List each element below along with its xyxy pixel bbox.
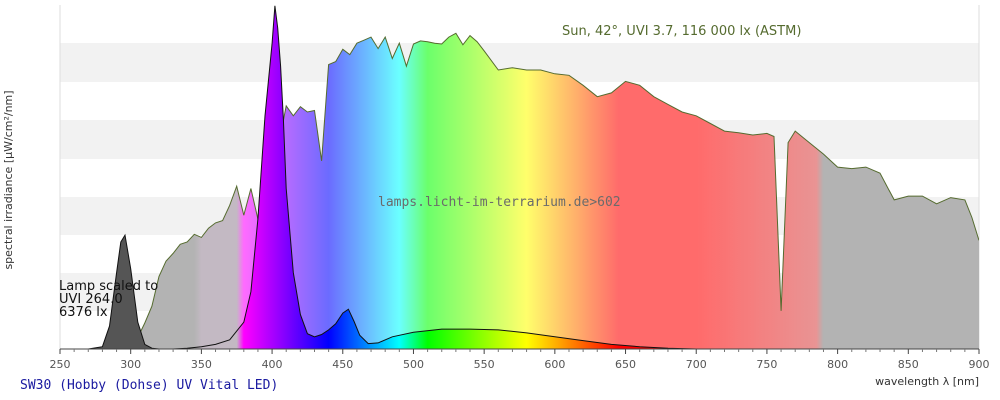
y-axis-label: spectral irradiance [µW/cm²/nm] [2,90,15,269]
lamp-spectrum [88,5,979,349]
lamp-label-line-1: Lamp scaled to [59,279,158,294]
background-band [60,5,979,43]
x-tick-label: 550 [474,358,495,371]
x-axis-ticks: 250 300 350 400 450 500 550 600 650 700 750 800 850 9… [50,349,990,371]
x-tick-label: 900 [969,358,990,371]
x-tick-label: 500 [403,358,424,371]
x-tick-label: 350 [191,358,212,371]
lamp-label-line-2: UVI 264.0 [59,292,123,307]
sun-line [123,32,979,349]
sun-spectrum [123,32,979,349]
watermark: lamps.licht-im-terrarium.de>602 [378,195,621,210]
lamp-label-line-3: 6376 lx [59,305,108,320]
x-axis-label: wavelength λ [nm] [875,375,979,388]
sun-area [123,33,979,349]
sun-label: Sun, 42°, UVI 3.7, 116 000 lx (ASTM) [562,24,801,39]
lamp-name-footer: SW30 (Hobby (Dohse) UV Vital LED) [20,378,278,393]
x-tick-label: 750 [756,358,777,371]
x-tick-label: 650 [615,358,636,371]
x-tick-label: 400 [262,358,283,371]
x-tick-label: 300 [120,358,141,371]
x-tick-label: 700 [686,358,707,371]
x-tick-label: 450 [332,358,353,371]
x-tick-label: 800 [827,358,848,371]
lamp-visible-area [173,5,979,349]
x-tick-label: 850 [898,358,919,371]
x-tick-label: 250 [50,358,71,371]
lamp-line [88,5,979,349]
x-tick-label: 600 [544,358,565,371]
lamp-uv-area [88,235,174,349]
